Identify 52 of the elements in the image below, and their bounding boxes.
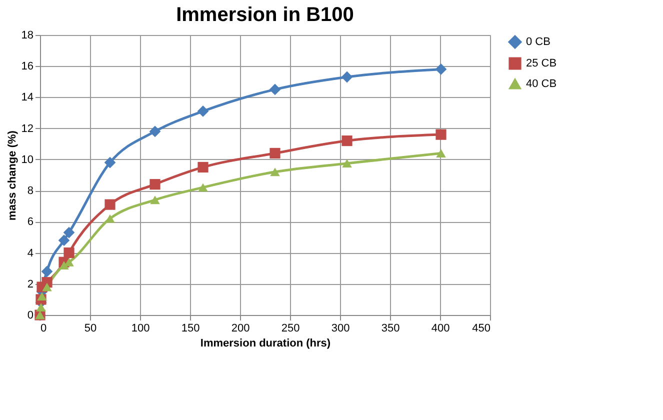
point (63, 226, 75, 238)
x-tick-label: 400 (431, 322, 450, 334)
x-tick-label: 350 (381, 322, 400, 334)
point (270, 168, 280, 176)
x-tick-label: 50 (84, 322, 97, 334)
x-tick-label: 200 (231, 322, 250, 334)
point (198, 183, 208, 192)
point (58, 234, 70, 246)
point (149, 126, 161, 138)
point (342, 135, 352, 146)
y-tick-label: 12 (21, 122, 34, 135)
point (270, 148, 280, 159)
point (150, 179, 160, 190)
point (64, 258, 74, 266)
x-axis-title: Immersion duration (hrs) (200, 338, 331, 350)
point (150, 196, 160, 204)
point (104, 199, 116, 210)
chart-title: Immersion in B100 (176, 4, 354, 26)
point (436, 149, 446, 158)
y-tick-label: 0 (27, 310, 34, 322)
point (436, 129, 446, 140)
point (341, 71, 353, 83)
x-tick-label: 150 (181, 322, 200, 334)
point (64, 247, 74, 258)
point (104, 156, 116, 168)
legend-label: 0 CB (526, 36, 550, 48)
x-tick-label: 0 (40, 322, 47, 334)
point (198, 162, 208, 173)
point (37, 292, 47, 301)
y-tick-label: 4 (27, 247, 34, 260)
y-tick-label: 16 (21, 60, 34, 73)
legend-label: 40 CB (526, 78, 557, 90)
y-tick-label: 8 (27, 185, 34, 198)
x-tick-label: 250 (281, 322, 300, 334)
y-tick-label: 2 (27, 278, 34, 290)
x-tick-label: 100 (131, 322, 150, 334)
y-tick-label: 18 (21, 30, 34, 42)
point (197, 106, 209, 117)
y-tick-label: 6 (27, 216, 34, 228)
y-tick-label: 10 (21, 154, 34, 166)
point (269, 84, 281, 96)
y-tick-label: 14 (21, 92, 34, 104)
x-tick-label: 300 (331, 322, 350, 334)
point (105, 214, 115, 223)
point (435, 64, 447, 75)
y-axis-title: mass change (%) (6, 130, 18, 220)
x-tick-label: 450 (472, 322, 490, 334)
point (41, 266, 53, 278)
point (342, 159, 352, 168)
point (36, 303, 46, 312)
point (42, 282, 52, 292)
legend-label: 25 CB (526, 58, 557, 70)
